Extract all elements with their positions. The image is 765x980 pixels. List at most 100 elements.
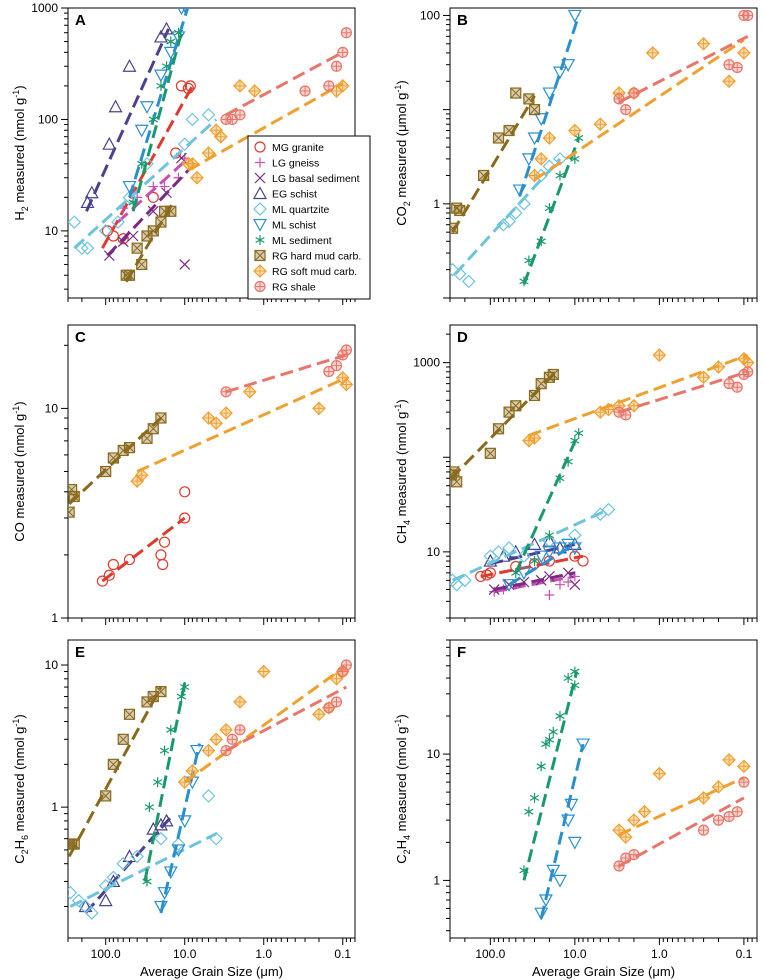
data-point [552, 874, 567, 888]
data-point [137, 158, 147, 169]
panel-letter: B [457, 12, 468, 29]
data-layer [68, 659, 352, 920]
data-point [564, 798, 579, 812]
fit-line [528, 353, 749, 437]
legend-label: MG granite [272, 142, 324, 154]
data-point [450, 577, 464, 592]
data-point [159, 21, 174, 35]
data-point [103, 569, 115, 581]
data-point [723, 378, 735, 390]
legend-item-rg_shale: RG shale [254, 280, 316, 294]
series-ml_sediment [142, 682, 190, 887]
fit-line [618, 370, 749, 414]
data-point [555, 711, 565, 722]
fit-line [73, 118, 218, 250]
data-point [329, 671, 344, 686]
data-point [78, 899, 93, 913]
fit-line [618, 35, 749, 104]
data-point [458, 573, 472, 588]
data-point [534, 907, 549, 921]
data-point [340, 659, 352, 671]
series-rg_soft [522, 348, 755, 448]
fit-line [493, 574, 576, 594]
data-point [117, 733, 129, 745]
data-point [542, 546, 557, 560]
data-point [134, 124, 149, 138]
data-point [502, 579, 517, 592]
data-point [510, 400, 522, 412]
data-point [450, 262, 460, 277]
data-point [555, 473, 565, 484]
data-point [569, 579, 581, 591]
data-point [567, 9, 582, 23]
data-point [130, 849, 144, 864]
data-point [157, 558, 169, 571]
data-point [153, 900, 168, 914]
data-point [102, 136, 117, 150]
legend-marker [252, 218, 268, 232]
data-point [568, 528, 582, 543]
data-point [546, 864, 561, 878]
fit-line [508, 543, 576, 586]
data-point [175, 80, 188, 92]
y-axis-label: C2H4 measured (nmol g-1) [393, 714, 412, 864]
fit-line [159, 743, 201, 914]
data-point [80, 195, 95, 209]
data-point [156, 80, 166, 91]
data-point [68, 490, 80, 503]
panel-A: 10 100 1000 A H2 measured (nmol g-1) MG grani… [11, 1, 371, 305]
data-layer [68, 8, 352, 283]
data-point [496, 217, 511, 232]
data-point [177, 137, 192, 152]
series-eg_schist [80, 21, 174, 212]
data-point [524, 255, 534, 266]
y-axis-label: CH4 measured (nmol g-1) [393, 399, 412, 544]
data-point [567, 542, 582, 556]
data-point [185, 764, 200, 778]
y-axis-label: CO measured (nmol g-1) [11, 401, 27, 541]
legend-item-ml_schist: ML schist [252, 218, 316, 232]
data-layer [450, 348, 755, 601]
data-point [234, 724, 246, 736]
data-point [543, 555, 556, 567]
series-ml_sediment [128, 27, 184, 212]
data-point [128, 197, 138, 208]
data-point [100, 790, 112, 802]
series-ml_schist [534, 738, 591, 921]
legend-marker [255, 235, 265, 245]
data-point [116, 856, 131, 871]
data-point [131, 242, 143, 254]
legend-label: ML schist [272, 220, 316, 232]
panel-B: 1 100 B CO2 measured (μmol g-1) [393, 7, 758, 305]
data-point [226, 733, 238, 745]
data-point [340, 27, 352, 39]
data-point [519, 865, 529, 876]
data-point [148, 181, 159, 192]
data-point [153, 69, 168, 83]
data-point [147, 423, 159, 435]
data-point [213, 129, 228, 144]
y-axis-label: CO2 measured (μmol g-1) [393, 80, 412, 226]
data-point [220, 744, 232, 757]
data-point [158, 536, 171, 548]
data-point [731, 806, 743, 818]
series-rg_soft [177, 664, 350, 789]
data-point [547, 368, 559, 381]
data-point [159, 745, 170, 756]
data-point [100, 465, 112, 478]
legend-item-rg_hard: RG hard mud carb. [254, 249, 361, 263]
data-point [166, 724, 176, 735]
data-point [209, 732, 224, 747]
data-point [256, 664, 271, 679]
data-point [163, 866, 178, 880]
panel-letter: F [457, 644, 466, 661]
data-point [201, 146, 216, 160]
data-point [122, 59, 137, 72]
series-lg_basal [103, 152, 191, 270]
data-point [552, 542, 567, 556]
data-point [340, 344, 352, 356]
data-point [117, 233, 129, 245]
data-point [491, 545, 506, 559]
data-point [450, 466, 460, 478]
x-tick-label: 0.1 [736, 947, 753, 961]
